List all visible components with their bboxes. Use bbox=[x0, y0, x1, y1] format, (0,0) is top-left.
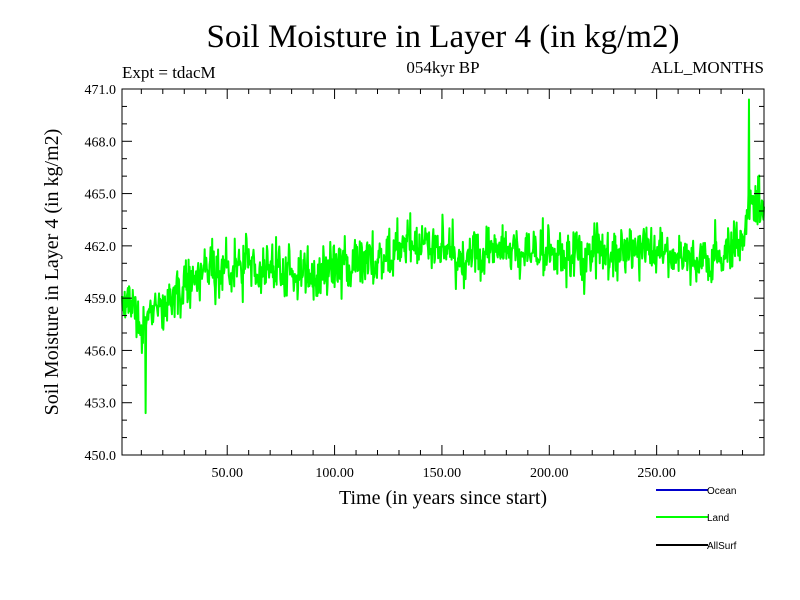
y-tick-label: 465.0 bbox=[85, 188, 117, 203]
legend-label-ocean: Ocean bbox=[707, 486, 736, 497]
legend-label-land: Land bbox=[707, 513, 729, 524]
y-tick-label: 453.0 bbox=[85, 397, 117, 412]
y-tick-label: 462.0 bbox=[85, 240, 117, 255]
x-tick-label: 150.00 bbox=[423, 466, 462, 481]
plot-frame bbox=[121, 88, 765, 456]
series-line-land bbox=[121, 98, 765, 415]
experiment-label: Expt = tdacM bbox=[122, 63, 216, 82]
legend: Ocean Land AllSurf bbox=[656, 486, 737, 552]
plot-area bbox=[121, 88, 765, 456]
period-label: 054kyr BP bbox=[406, 58, 479, 77]
x-tick-label: 200.00 bbox=[530, 466, 569, 481]
legend-item-ocean: Ocean bbox=[656, 486, 736, 497]
y-tick-labels: 450.0 453.0 456.0 459.0 462.0 465.0 468.0 471.0 bbox=[85, 83, 117, 464]
legend-item-allsurf: AllSurf bbox=[656, 541, 737, 552]
series-layer bbox=[121, 98, 765, 415]
x-axis-label: Time (in years since start) bbox=[339, 487, 547, 509]
y-tick-label: 471.0 bbox=[85, 83, 117, 98]
legend-label-allsurf: AllSurf bbox=[707, 541, 737, 552]
x-tick-label: 100.00 bbox=[315, 466, 354, 481]
ticks-layer bbox=[122, 88, 764, 456]
y-tick-label: 468.0 bbox=[85, 135, 117, 150]
x-tick-labels: 50.00 100.00 150.00 200.00 250.00 bbox=[211, 466, 675, 481]
y-axis-label: Soil Moisture in Layer 4 (in kg/m2) bbox=[41, 129, 63, 416]
legend-item-land: Land bbox=[656, 513, 729, 524]
chart-title: Soil Moisture in Layer 4 (in kg/m2) bbox=[207, 19, 680, 55]
y-tick-label: 450.0 bbox=[85, 449, 117, 464]
y-tick-label: 456.0 bbox=[85, 344, 117, 359]
x-tick-label: 50.00 bbox=[211, 466, 243, 481]
x-tick-label: 250.00 bbox=[637, 466, 676, 481]
y-tick-label: 459.0 bbox=[85, 292, 117, 307]
months-label: ALL_MONTHS bbox=[651, 58, 764, 77]
